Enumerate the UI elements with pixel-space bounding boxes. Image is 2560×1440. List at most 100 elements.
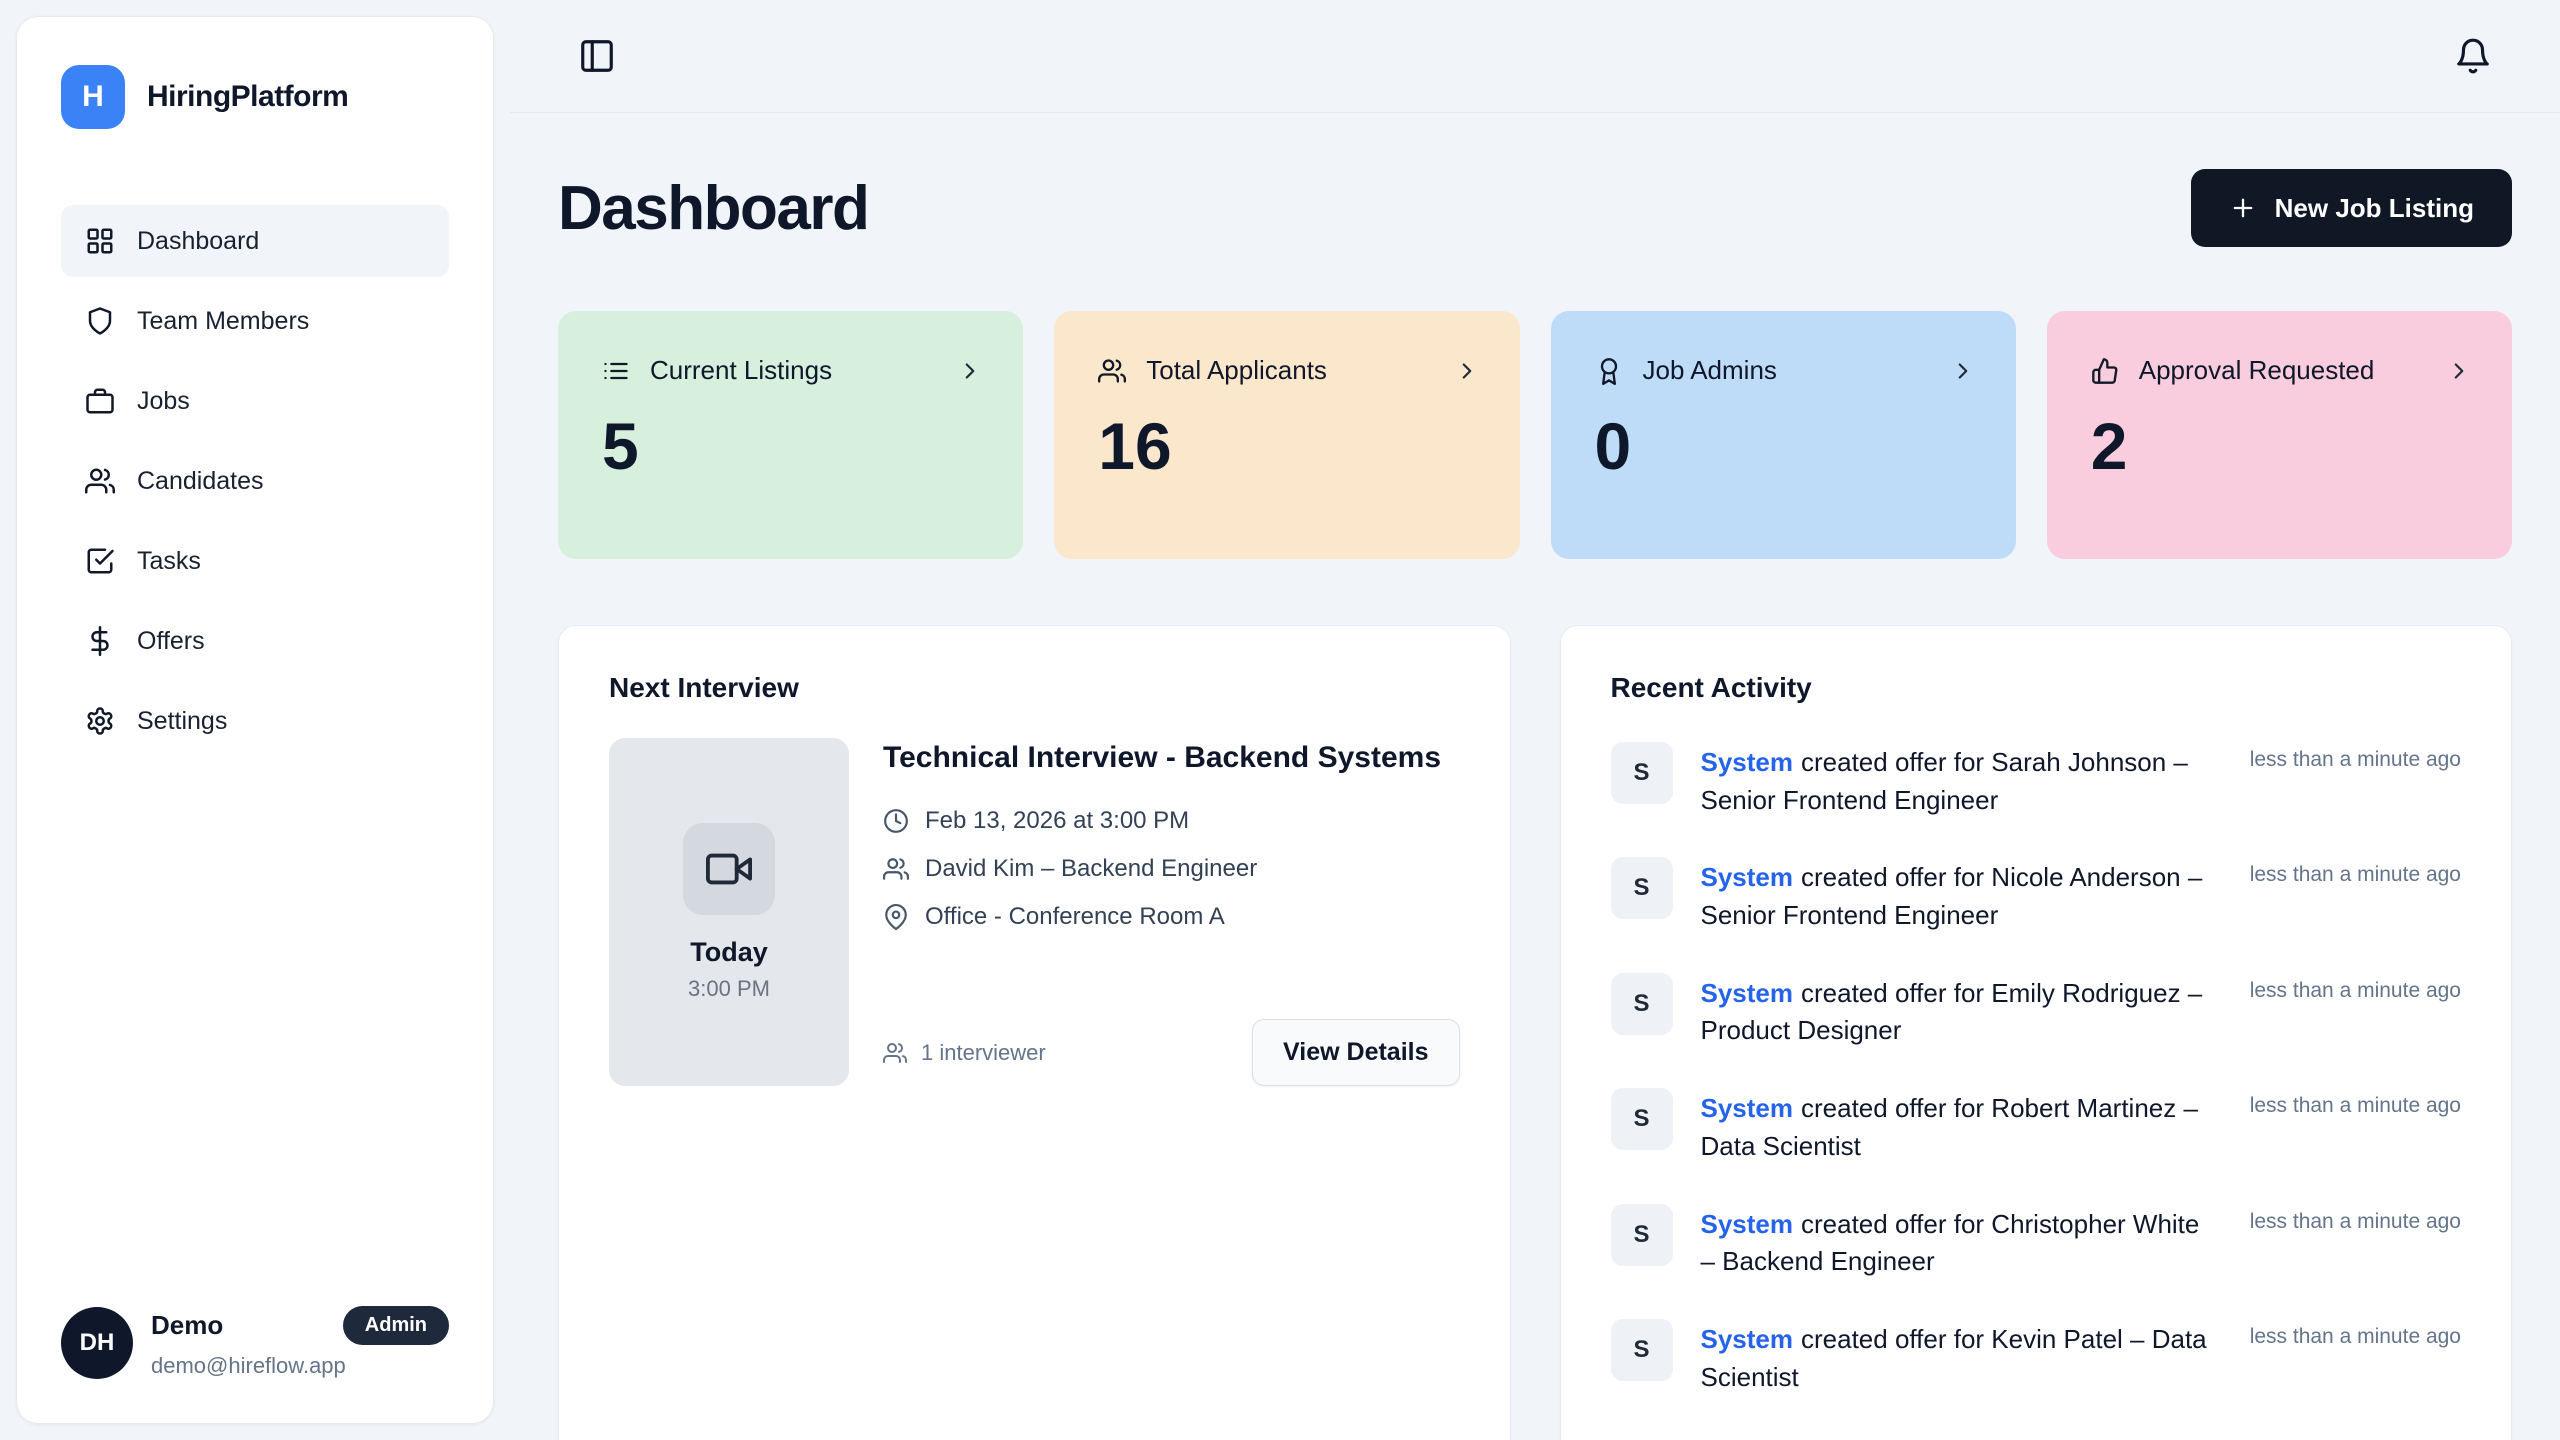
list-icon: [602, 357, 630, 385]
user-name: Demo: [151, 1310, 224, 1340]
video-camera-icon: [683, 822, 775, 915]
activity-avatar: S: [1610, 972, 1673, 1035]
page-title: Dashboard: [558, 173, 870, 243]
stat-label: Current Listings: [650, 355, 833, 385]
grid-icon: [85, 226, 115, 256]
activity-item: S System created offer for Robert Martine…: [1610, 1088, 2461, 1165]
brand-name: HiringPlatform: [147, 80, 349, 113]
activity-actor-link[interactable]: System: [1700, 977, 1794, 1008]
activity-timestamp: less than a minute ago: [2249, 978, 2461, 1002]
stat-label: Job Admins: [1642, 355, 1777, 385]
plus-icon: [2233, 198, 2252, 218]
sidebar-item-candidates[interactable]: Candidates: [61, 445, 449, 517]
users-icon: [85, 466, 115, 496]
cards-row: Next Interview Today 3:00 PM Technical I…: [558, 625, 2512, 1440]
recent-activity-card: Recent Activity S System created offer fo…: [1559, 625, 2512, 1440]
activity-avatar: S: [1610, 857, 1673, 920]
users-icon: [883, 857, 909, 880]
thumbs-up-icon: [2091, 357, 2119, 385]
stat-card-current-listings[interactable]: Current Listings 5: [558, 311, 1024, 559]
activity-description: created offer for Kevin Patel – Data Sci…: [1700, 1323, 2207, 1392]
briefcase-icon: [85, 386, 115, 416]
activity-actor-link[interactable]: System: [1700, 1208, 1794, 1239]
activity-text: System created offer for Robert Martinez …: [1701, 1088, 2208, 1165]
activity-actor-link[interactable]: System: [1700, 1093, 1794, 1124]
interview-person-row: David Kim – Backend Engineer: [883, 855, 1460, 883]
stat-card-job-admins[interactable]: Job Admins 0: [1550, 311, 2016, 559]
activity-timestamp: less than a minute ago: [2249, 1209, 2461, 1233]
interview-datetime-row: Feb 13, 2026 at 3:00 PM: [883, 807, 1460, 835]
activity-actor-link[interactable]: System: [1700, 747, 1794, 777]
sidebar-item-label: Dashboard: [137, 226, 260, 255]
new-job-listing-button[interactable]: New Job Listing: [2190, 169, 2512, 247]
brand[interactable]: H HiringPlatform: [61, 65, 449, 129]
stat-label: Approval Requested: [2138, 355, 2375, 385]
map-pin-icon: [885, 903, 907, 930]
recent-activity-heading: Recent Activity: [1610, 672, 1812, 703]
stat-value: 0: [1594, 409, 1632, 483]
bell-icon: [2457, 38, 2489, 74]
activity-description: created offer for Christopher White – Ba…: [1700, 1208, 2200, 1277]
sidebar-item-label: Candidates: [137, 466, 264, 495]
chevron-right-icon: [957, 358, 983, 384]
sidebar-item-dashboard[interactable]: Dashboard: [61, 205, 449, 277]
chevron-right-icon: [1950, 358, 1976, 384]
activity-avatar: S: [1610, 742, 1673, 804]
shield-icon: [85, 306, 115, 336]
topbar: [510, 0, 2560, 113]
stat-card-approval-requested[interactable]: Approval Requested 2: [2046, 311, 2512, 559]
sidebar-item-label: Team Members: [137, 306, 310, 335]
sidebar-item-team-members[interactable]: Team Members: [61, 285, 449, 357]
activity-description: created offer for Emily Rodriguez – Prod…: [1700, 977, 2203, 1046]
activity-text: System created offer for Christopher Whit…: [1701, 1204, 2208, 1281]
activity-text: System created offer for Emily Rodriguez …: [1701, 973, 2208, 1050]
activity-actor-link[interactable]: System: [1700, 862, 1794, 893]
activity-list: S System created offer for Sarah Johnson …: [1610, 742, 2461, 1396]
activity-avatar: S: [1610, 1318, 1673, 1381]
stat-label: Total Applicants: [1146, 355, 1327, 385]
activity-timestamp: less than a minute ago: [2249, 748, 2461, 771]
activity-description: created offer for Sarah Johnson – Senior…: [1700, 747, 2188, 815]
interviewer-count: 1 interviewer: [883, 1040, 1046, 1066]
activity-description: created offer for Robert Martinez – Data…: [1700, 1093, 2198, 1161]
activity-text: System created offer for Nicole Anderson …: [1701, 857, 2208, 934]
interview-datetime: Feb 13, 2026 at 3:00 PM: [925, 806, 1190, 834]
sidebar-item-jobs[interactable]: Jobs: [61, 365, 449, 437]
users-icon: [883, 1042, 907, 1063]
interview-location: Office - Conference Room A: [925, 902, 1225, 930]
stat-card-total-applicants[interactable]: Total Applicants 16: [1054, 311, 1520, 559]
stat-value: 16: [1098, 409, 1172, 483]
sidebar-item-label: Tasks: [137, 546, 201, 575]
gear-icon: [85, 706, 115, 736]
activity-item: S System created offer for Christopher Wh…: [1610, 1203, 2461, 1281]
check-square-icon: [85, 546, 115, 576]
sidebar-nav: Dashboard Team Members Jobs Candidates T…: [61, 205, 449, 757]
user-info: Demo Admin demo@hireflow.app: [151, 1306, 449, 1379]
interview-title: Technical Interview - Backend Systems: [883, 741, 1442, 774]
activity-timestamp: less than a minute ago: [2249, 1324, 2461, 1348]
sidebar-item-label: Jobs: [137, 386, 190, 415]
view-details-button[interactable]: View Details: [1252, 1019, 1460, 1086]
interview-time-label: 3:00 PM: [688, 975, 770, 1001]
interview-date-label: Today: [690, 936, 768, 967]
next-interview-heading: Next Interview: [609, 672, 799, 703]
sidebar-item-tasks[interactable]: Tasks: [61, 525, 449, 597]
sidebar-item-settings[interactable]: Settings: [61, 685, 449, 757]
role-badge: Admin: [342, 1306, 449, 1345]
activity-actor-link[interactable]: System: [1700, 1323, 1794, 1354]
sidebar-item-offers[interactable]: Offers: [61, 605, 449, 677]
chevron-right-icon: [1454, 358, 1480, 384]
activity-avatar: S: [1610, 1088, 1673, 1151]
activity-avatar: S: [1610, 1203, 1673, 1266]
activity-text: System created offer for Kevin Patel – Da…: [1701, 1319, 2208, 1396]
activity-text: System created offer for Sarah Johnson – …: [1701, 742, 2208, 819]
user-menu[interactable]: DH Demo Admin demo@hireflow.app: [61, 1306, 449, 1379]
sidebar: H HiringPlatform Dashboard Team Members …: [16, 16, 494, 1424]
users-icon: [1098, 357, 1127, 385]
notifications-button[interactable]: [2450, 33, 2496, 79]
main-area: Dashboard New Job Listing Current Listin…: [510, 0, 2560, 1440]
page-content: Dashboard New Job Listing Current Listin…: [510, 113, 2560, 1440]
next-interview-card: Next Interview Today 3:00 PM Technical I…: [558, 625, 1511, 1440]
interviewer-count-label: 1 interviewer: [921, 1039, 1046, 1065]
sidebar-toggle-button[interactable]: [574, 33, 620, 79]
